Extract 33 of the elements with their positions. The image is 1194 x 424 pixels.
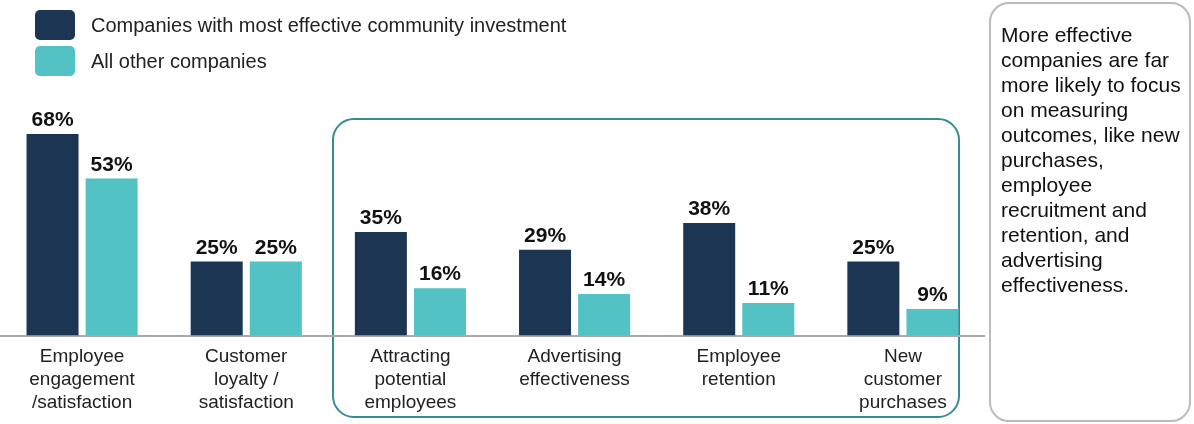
data-label: 68%: [31, 107, 74, 131]
legend-label: Companies with most effective community investment: [91, 13, 567, 37]
x-tick-label: Advertising effectiveness: [519, 345, 630, 390]
bar: [847, 261, 900, 336]
data-label: 25%: [254, 234, 298, 258]
bar: [85, 178, 138, 336]
data-label: 35%: [359, 205, 403, 229]
legend-label: All other companies: [91, 49, 267, 73]
bar: [683, 223, 736, 336]
bar: [578, 294, 631, 336]
text: More effective companies are far more likely to focus on measuring outcomes, like new purchases, employee recruitment and retention, and advertising effectiveness.: [1001, 23, 1181, 296]
data-label: 11%: [747, 276, 790, 300]
bar: [249, 261, 302, 336]
x-tick-label: Attracting potential employees: [364, 345, 457, 412]
bar: [519, 249, 572, 336]
data-label: 38%: [688, 196, 731, 220]
data-label: 53%: [90, 151, 133, 175]
bar: [354, 231, 407, 336]
data-label: 29%: [524, 222, 567, 246]
bar: [413, 288, 466, 336]
bar: [190, 261, 243, 336]
data-label: 25%: [852, 234, 895, 258]
x-tick-label: New customer purchases: [859, 345, 947, 412]
x-tick-label: Employee engagement /satisfaction: [29, 345, 136, 412]
data-label: 9%: [917, 282, 948, 306]
data-label: 25%: [195, 234, 239, 258]
bar: [742, 303, 795, 336]
bar: [26, 134, 79, 336]
data-label: 14%: [583, 267, 626, 291]
x-tick-label: Customer loyalty / satisfaction: [198, 345, 294, 412]
data-label: 16%: [418, 261, 462, 285]
x-tick-label: Employee retention: [696, 345, 781, 390]
bar: [906, 308, 959, 336]
